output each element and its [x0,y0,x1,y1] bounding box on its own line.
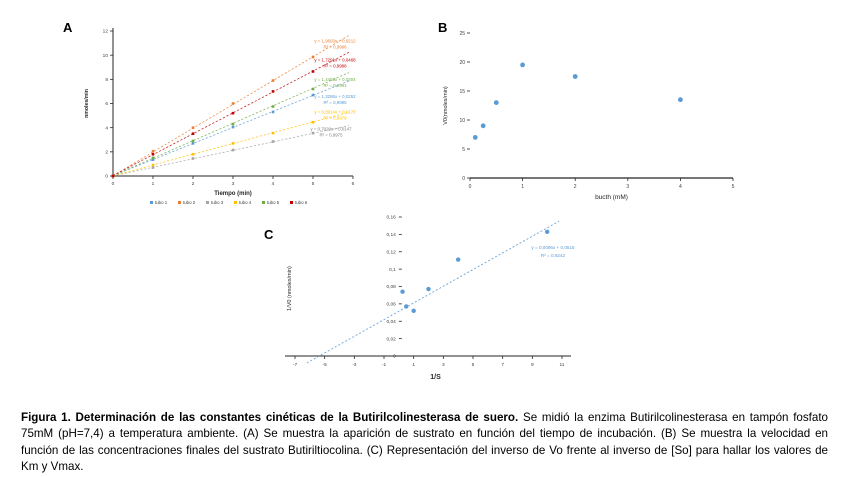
svg-text:0: 0 [393,354,396,360]
svg-text:R² = 0,9996: R² = 0,9996 [323,44,347,49]
svg-text:0,1: 0,1 [389,267,396,273]
svg-text:y = 1,9693x + 0,0212: y = 1,9693x + 0,0212 [314,38,356,43]
svg-text:y = 0,8914x + 0,0178: y = 0,8914x + 0,0178 [314,110,356,115]
svg-text:12: 12 [103,29,109,35]
caption-body: Se midió la enzima Butirilcolinesterasa … [21,410,828,474]
panel-c-label: C [264,227,274,242]
svg-text:0,14: 0,14 [386,232,396,238]
svg-text:4: 4 [272,181,275,187]
legend-item-tubo-6: tubo 6 [290,200,308,205]
svg-text:10: 10 [103,53,109,59]
legend-item-tubo-5: tubo 5 [262,200,280,205]
svg-text:-1: -1 [382,362,387,368]
svg-text:tubo 1: tubo 1 [155,200,168,205]
chart-c-lineweaver-burk: -7 -5 -3 -1 1 3 5 7 9 11 0 0,02 0,04 0,06 0,08 0,1 0,12 0… [285,215,575,381]
svg-text:R² = 0,9979: R² = 0,9979 [323,116,347,121]
svg-text:1: 1 [521,184,524,190]
chart-b-michaelis-menten: 0 1 2 3 4 5 0 5 10 15 20 25 bucth (mM) V0(nmoles/min) [443,31,735,201]
svg-text:tubo 6: tubo 6 [295,200,308,205]
svg-text:0: 0 [105,174,108,180]
panel-a-label: A [63,20,73,35]
svg-text:tubo 3: tubo 3 [211,200,224,205]
legend-item-tubo-4: tubo 4 [234,200,252,205]
svg-text:R² = 0,9991: R² = 0,9991 [323,83,347,88]
svg-text:2: 2 [105,150,108,156]
svg-text:6: 6 [352,181,355,187]
svg-text:R² = 0,9242: R² = 0,9242 [541,253,566,258]
svg-text:0,08: 0,08 [386,284,396,290]
legend-item-tubo-2: tubo 2 [178,200,196,205]
svg-text:1/V0 (nmoles/min): 1/V0 (nmoles/min) [287,266,293,311]
figure-caption: Figura 1. Determinación de las constante… [21,410,828,476]
svg-text:3: 3 [626,184,629,190]
svg-text:5: 5 [732,184,735,190]
svg-text:-5: -5 [323,362,328,368]
svg-text:0,02: 0,02 [386,336,396,342]
svg-text:0: 0 [469,184,472,190]
svg-text:10: 10 [459,118,465,124]
svg-text:15: 15 [459,89,465,95]
svg-text:2: 2 [192,181,195,187]
svg-text:0: 0 [112,181,115,187]
svg-text:tubo 5: tubo 5 [267,200,280,205]
svg-text:y = 1,7291x + 0,0468: y = 1,7291x + 0,0468 [314,58,356,63]
svg-text:2: 2 [574,184,577,190]
svg-text:11: 11 [560,362,565,368]
svg-text:20: 20 [459,60,465,66]
svg-text:R² = 0,9988: R² = 0,9988 [323,64,347,69]
svg-text:tubo 2: tubo 2 [183,200,196,205]
svg-text:bucth (mM): bucth (mM) [595,194,628,201]
svg-text:8: 8 [105,77,108,83]
svg-text:0,16: 0,16 [386,215,396,221]
svg-text:R² = 0,9985: R² = 0,9985 [323,100,347,105]
svg-text:1: 1 [412,362,415,368]
svg-text:0: 0 [462,176,465,182]
svg-text:V0(nmoles/min): V0(nmoles/min) [443,86,449,125]
svg-text:Tiempo (min): Tiempo (min) [214,191,252,197]
svg-text:3: 3 [442,362,445,368]
svg-text:0,12: 0,12 [386,249,396,255]
svg-text:9: 9 [531,362,534,368]
svg-text:0,06: 0,06 [386,302,396,308]
svg-text:-3: -3 [352,362,357,368]
svg-text:0,04: 0,04 [386,319,396,325]
svg-text:5: 5 [472,362,475,368]
svg-text:y = 1,3286x + 0,0252: y = 1,3286x + 0,0252 [314,94,356,99]
svg-text:y = 1,4453x + 0,0304: y = 1,4453x + 0,0304 [314,77,356,82]
legend-item-tubo-3: tubo 3 [206,200,224,205]
svg-text:1/S: 1/S [430,374,441,381]
svg-text:1: 1 [152,181,155,187]
svg-text:nmoles/min: nmoles/min [84,89,90,118]
svg-text:7: 7 [501,362,504,368]
svg-text:6: 6 [105,101,108,107]
panel-b-label: B [438,20,448,35]
svg-text:y = 0,0096x + 0,0515: y = 0,0096x + 0,0515 [531,245,575,250]
svg-text:tubo 4: tubo 4 [239,200,252,205]
caption-title: Figura 1. Determinación de las constante… [21,410,519,424]
svg-text:3: 3 [232,181,235,187]
svg-text:y = 0,7029x + 0,0147: y = 0,7029x + 0,0147 [310,127,352,132]
legend-item-tubo-1: tubo 1 [150,200,168,205]
svg-text:5: 5 [312,181,315,187]
svg-text:R² = 0,9975: R² = 0,9975 [319,133,343,138]
svg-text:25: 25 [459,31,465,37]
svg-text:-7: -7 [293,362,298,368]
svg-text:5: 5 [462,147,465,153]
svg-text:4: 4 [679,184,682,190]
svg-text:4: 4 [105,125,108,131]
